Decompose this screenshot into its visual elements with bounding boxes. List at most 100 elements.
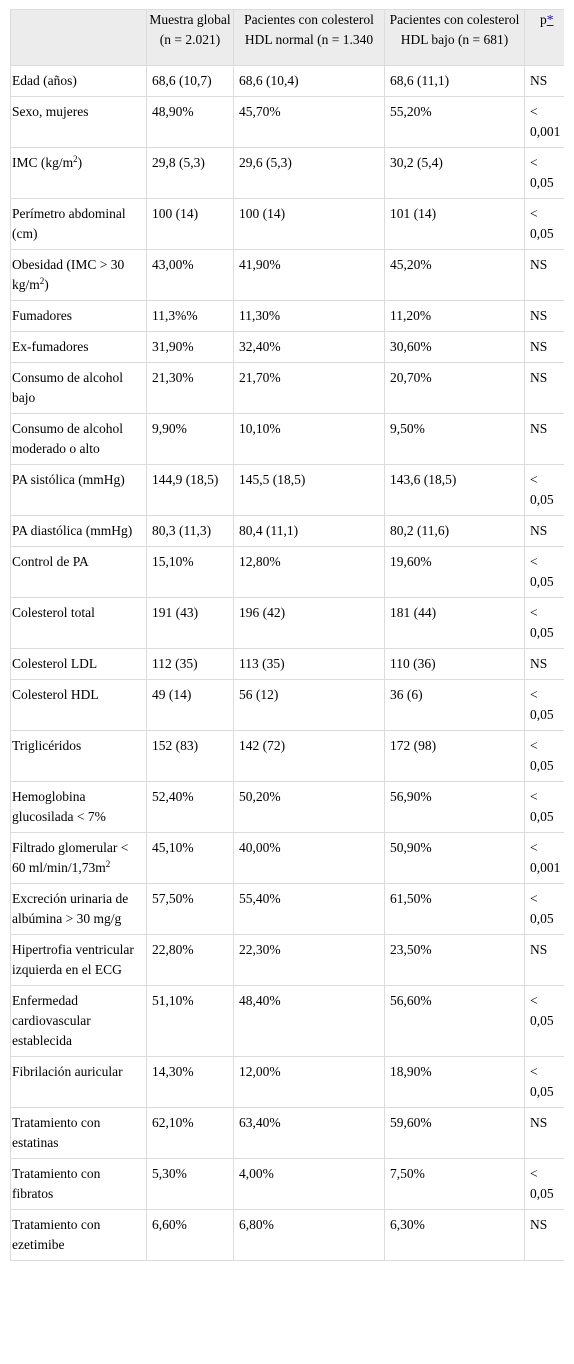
row-label-text: PA diastólica (mmHg) bbox=[12, 523, 133, 538]
cell-global: 49 (14) bbox=[146, 679, 234, 731]
cell-p: NS bbox=[524, 300, 564, 332]
cell-p: < 0,05 bbox=[524, 679, 564, 731]
table-row: Ex-fumadores 31,90% 32,40% 30,60% NS bbox=[10, 331, 564, 363]
row-label-text: PA sistólica (mmHg) bbox=[12, 472, 125, 487]
cell-hdl-normal: 6,80% bbox=[233, 1209, 385, 1261]
cell-hdl-normal: 68,6 (10,4) bbox=[233, 65, 385, 97]
row-label: Hemoglobina glucosilada < 7% bbox=[10, 781, 147, 833]
row-label: IMC (kg/m2) bbox=[10, 147, 147, 199]
cell-hdl-normal: 32,40% bbox=[233, 331, 385, 363]
cell-global: 48,90% bbox=[146, 96, 234, 148]
cell-hdl-bajo: 19,60% bbox=[384, 546, 525, 598]
row-label: Consumo de alcohol moderado o alto bbox=[10, 413, 147, 465]
cell-hdl-bajo: 30,60% bbox=[384, 331, 525, 363]
cell-hdl-bajo: 18,90% bbox=[384, 1056, 525, 1108]
cell-hdl-normal: 145,5 (18,5) bbox=[233, 464, 385, 516]
cell-hdl-bajo: 6,30% bbox=[384, 1209, 525, 1261]
data-table: Muestra global (n = 2.021) Pacientes con… bbox=[10, 9, 564, 1261]
cell-global: 112 (35) bbox=[146, 648, 234, 680]
cell-hdl-bajo: 56,60% bbox=[384, 985, 525, 1057]
cell-hdl-normal: 113 (35) bbox=[233, 648, 385, 680]
row-label: Tratamiento con ezetimibe bbox=[10, 1209, 147, 1261]
row-label-text: Colesterol total bbox=[12, 605, 95, 620]
row-label: Triglicéridos bbox=[10, 730, 147, 782]
table-row: Sexo, mujeres 48,90% 45,70% 55,20% < 0,001 bbox=[10, 96, 564, 148]
table-row: Control de PA 15,10% 12,80% 19,60% < 0,05 bbox=[10, 546, 564, 598]
row-label: Excreción urinaria de albúmina > 30 mg/g bbox=[10, 883, 147, 935]
table-row: Edad (años) 68,6 (10,7) 68,6 (10,4) 68,6 (1… bbox=[10, 65, 564, 97]
cell-hdl-bajo: 61,50% bbox=[384, 883, 525, 935]
row-label: Filtrado glomerular < 60 ml/min/1,73m2 bbox=[10, 832, 147, 884]
row-label-text: Consumo de alcohol moderado o alto bbox=[12, 421, 123, 456]
table-row: Tratamiento con estatinas 62,10% 63,40% 59,… bbox=[10, 1107, 564, 1159]
cell-p: NS bbox=[524, 934, 564, 986]
row-label: Enfermedad cardiovascular establecida bbox=[10, 985, 147, 1057]
cell-hdl-normal: 4,00% bbox=[233, 1158, 385, 1210]
cell-global: 80,3 (11,3) bbox=[146, 515, 234, 547]
table-container: Muestra global (n = 2.021) Pacientes con… bbox=[10, 9, 564, 1353]
cell-p: NS bbox=[524, 65, 564, 97]
cell-p: < 0,05 bbox=[524, 730, 564, 782]
row-label: Consumo de alcohol bajo bbox=[10, 362, 147, 414]
cell-hdl-bajo: 110 (36) bbox=[384, 648, 525, 680]
row-label-text: Triglicéridos bbox=[12, 738, 82, 753]
cell-hdl-bajo: 172 (98) bbox=[384, 730, 525, 782]
table-row: Filtrado glomerular < 60 ml/min/1,73m2 45… bbox=[10, 832, 564, 884]
cell-global: 45,10% bbox=[146, 832, 234, 884]
cell-p: NS bbox=[524, 362, 564, 414]
cell-hdl-bajo: 59,60% bbox=[384, 1107, 525, 1159]
row-label: Colesterol HDL bbox=[10, 679, 147, 731]
row-label-text: Colesterol LDL bbox=[12, 656, 98, 671]
cell-p: NS bbox=[524, 413, 564, 465]
table-row: Fumadores 11,3%% 11,30% 11,20% NS bbox=[10, 300, 564, 332]
cell-hdl-normal: 55,40% bbox=[233, 883, 385, 935]
cell-p: < 0,05 bbox=[524, 781, 564, 833]
row-label-text: Filtrado glomerular < 60 ml/min/1,73m bbox=[12, 840, 129, 875]
row-label-text: Sexo, mujeres bbox=[12, 104, 89, 119]
cell-hdl-bajo: 36 (6) bbox=[384, 679, 525, 731]
row-label: Colesterol LDL bbox=[10, 648, 147, 680]
row-label: Fibrilación auricular bbox=[10, 1056, 147, 1108]
cell-hdl-normal: 142 (72) bbox=[233, 730, 385, 782]
table-row: Tratamiento con fibratos 5,30% 4,00% 7,50% <… bbox=[10, 1158, 564, 1210]
table-row: Perímetro abdominal (cm) 100 (14) 100 (14)… bbox=[10, 198, 564, 250]
cell-p: < 0,05 bbox=[524, 464, 564, 516]
cell-p: NS bbox=[524, 1107, 564, 1159]
cell-global: 68,6 (10,7) bbox=[146, 65, 234, 97]
table-row: Consumo de alcohol moderado o alto 9,90% 1… bbox=[10, 413, 564, 465]
cell-hdl-normal: 45,70% bbox=[233, 96, 385, 148]
row-label-text: Tratamiento con ezetimibe bbox=[12, 1217, 101, 1252]
cell-global: 191 (43) bbox=[146, 597, 234, 649]
cell-hdl-normal: 48,40% bbox=[233, 985, 385, 1057]
row-label: PA sistólica (mmHg) bbox=[10, 464, 147, 516]
cell-hdl-bajo: 55,20% bbox=[384, 96, 525, 148]
cell-p: < 0,05 bbox=[524, 147, 564, 199]
row-label-text: Perímetro abdominal (cm) bbox=[12, 206, 126, 241]
cell-global: 152 (83) bbox=[146, 730, 234, 782]
row-label-suffix: ) bbox=[77, 155, 83, 170]
row-label-text: Excreción urinaria de albúmina > 30 mg/g bbox=[12, 891, 129, 926]
cell-hdl-normal: 100 (14) bbox=[233, 198, 385, 250]
row-label-text: Consumo de alcohol bajo bbox=[12, 370, 123, 405]
row-label: Edad (años) bbox=[10, 65, 147, 97]
cell-hdl-bajo: 9,50% bbox=[384, 413, 525, 465]
cell-hdl-normal: 41,90% bbox=[233, 249, 385, 301]
cell-hdl-normal: 21,70% bbox=[233, 362, 385, 414]
row-label-superscript: 2 bbox=[73, 154, 78, 164]
row-label: Ex-fumadores bbox=[10, 331, 147, 363]
cell-global: 14,30% bbox=[146, 1056, 234, 1108]
table-row: Tratamiento con ezetimibe 6,60% 6,80% 6,30%… bbox=[10, 1209, 564, 1261]
table-row: Excreción urinaria de albúmina > 30 mg/g… bbox=[10, 883, 564, 935]
cell-p: NS bbox=[524, 515, 564, 547]
table-row: Consumo de alcohol bajo 21,30% 21,70% 20,70… bbox=[10, 362, 564, 414]
header-global: Muestra global (n = 2.021) bbox=[146, 9, 234, 66]
cell-global: 51,10% bbox=[146, 985, 234, 1057]
cell-p: < 0,001 bbox=[524, 96, 564, 148]
table-row: Colesterol total 191 (43) 196 (42) 181 (44)… bbox=[10, 597, 564, 649]
cell-global: 100 (14) bbox=[146, 198, 234, 250]
footnote-link[interactable]: * bbox=[546, 12, 554, 27]
row-label-text: Fibrilación auricular bbox=[12, 1064, 123, 1079]
table-row: Enfermedad cardiovascular establecida 51,… bbox=[10, 985, 564, 1057]
cell-global: 22,80% bbox=[146, 934, 234, 986]
row-label: Perímetro abdominal (cm) bbox=[10, 198, 147, 250]
